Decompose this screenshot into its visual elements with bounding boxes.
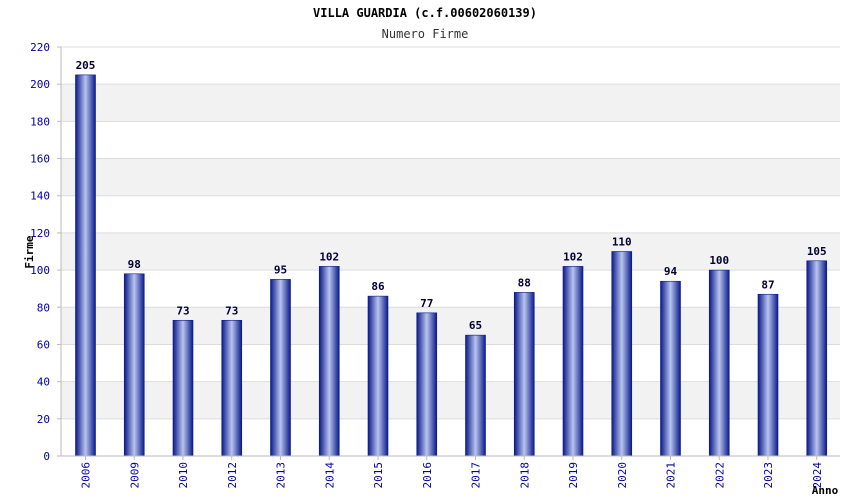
x-tick-label-2012: 2012 [226, 462, 239, 489]
y-tick-label: 100 [30, 264, 50, 277]
bar-2017 [465, 334, 486, 457]
data-label-2013: 95 [274, 263, 287, 276]
bars [75, 74, 828, 457]
x-tick-label-2023: 2023 [762, 462, 775, 489]
y-tick-label: 220 [30, 41, 50, 54]
grid-band-shaded [61, 158, 840, 196]
bar-2010 [172, 319, 194, 457]
x-axis-label: Anno [812, 484, 839, 497]
y-tick-label: 120 [30, 227, 50, 240]
bar-2009 [123, 273, 145, 457]
data-label-2020: 110 [612, 236, 632, 249]
data-labels: 205 98 73 73 95 102 86 77 65 88 102 110 94 100 87 105 [76, 59, 827, 332]
grid-band [61, 195, 840, 233]
bar-2013 [270, 279, 291, 457]
x-tick-label-2016: 2016 [421, 462, 434, 489]
y-axis-ticks: 0 20 40 60 80 100 120 140 160 180 200 220 [30, 41, 61, 463]
data-label-2009: 98 [128, 258, 141, 271]
data-label-2018: 88 [518, 276, 531, 289]
x-tick-label-2006: 2006 [80, 462, 93, 489]
x-tick-label-2024: 2024 [811, 462, 824, 489]
data-label-2017: 65 [469, 319, 482, 332]
grid-band [61, 121, 840, 159]
y-tick-label: 20 [37, 413, 50, 426]
x-tick-label-2010: 2010 [177, 462, 190, 489]
bar-2021 [660, 280, 681, 457]
data-label-2010: 73 [176, 304, 189, 317]
bar-2023 [757, 293, 779, 457]
x-tick-label-2020: 2020 [616, 462, 629, 489]
y-tick-label: 200 [30, 78, 50, 91]
bar-2014 [318, 266, 340, 457]
y-axis-label: Firme [23, 235, 36, 268]
y-tick-label: 80 [37, 301, 50, 314]
grid-band [61, 47, 840, 85]
grid-band-shaded [61, 232, 840, 271]
bar-2016 [416, 312, 438, 457]
x-tick-label-2017: 2017 [470, 462, 483, 489]
bar-2006 [75, 74, 96, 457]
y-tick-label: 160 [30, 153, 50, 166]
data-label-2012: 73 [225, 304, 238, 317]
y-tick-label: 40 [37, 376, 50, 389]
data-label-2023: 87 [761, 278, 774, 291]
bar-2012 [221, 319, 243, 457]
data-label-2024: 105 [807, 245, 827, 258]
data-label-2022: 100 [709, 254, 729, 267]
bar-2022 [708, 269, 730, 457]
bar-2020 [611, 251, 633, 457]
data-label-2015: 86 [371, 280, 385, 293]
x-tick-label-2021: 2021 [665, 462, 678, 489]
chart-title: VILLA GUARDIA (c.f.00602060139) [313, 6, 537, 20]
y-tick-label: 140 [30, 190, 50, 203]
bar-2019 [562, 266, 584, 457]
x-tick-label-2019: 2019 [567, 462, 580, 489]
data-label-2016: 77 [420, 297, 433, 310]
x-tick-label-2018: 2018 [518, 462, 531, 489]
y-tick-label: 180 [30, 115, 50, 128]
data-label-2019: 102 [563, 250, 583, 263]
x-axis-ticks: 2006 2009 2010 2012 2013 2014 2015 2016 2017 2018… [80, 456, 824, 489]
y-tick-label: 0 [43, 450, 50, 463]
bar-2015 [367, 295, 389, 457]
grid-band-shaded [61, 84, 840, 122]
data-label-2006: 205 [76, 59, 96, 72]
bar-2024 [806, 260, 828, 457]
data-label-2014: 102 [319, 250, 339, 263]
x-tick-label-2014: 2014 [323, 462, 336, 489]
y-tick-label: 60 [37, 338, 50, 351]
x-tick-label-2013: 2013 [275, 462, 288, 489]
x-tick-label-2009: 2009 [128, 462, 141, 489]
data-label-2021: 94 [664, 265, 678, 278]
chart-subtitle: Numero Firme [382, 27, 469, 41]
x-tick-label-2022: 2022 [713, 462, 726, 489]
bar-2018 [513, 292, 535, 457]
x-tick-label-2015: 2015 [372, 462, 385, 489]
